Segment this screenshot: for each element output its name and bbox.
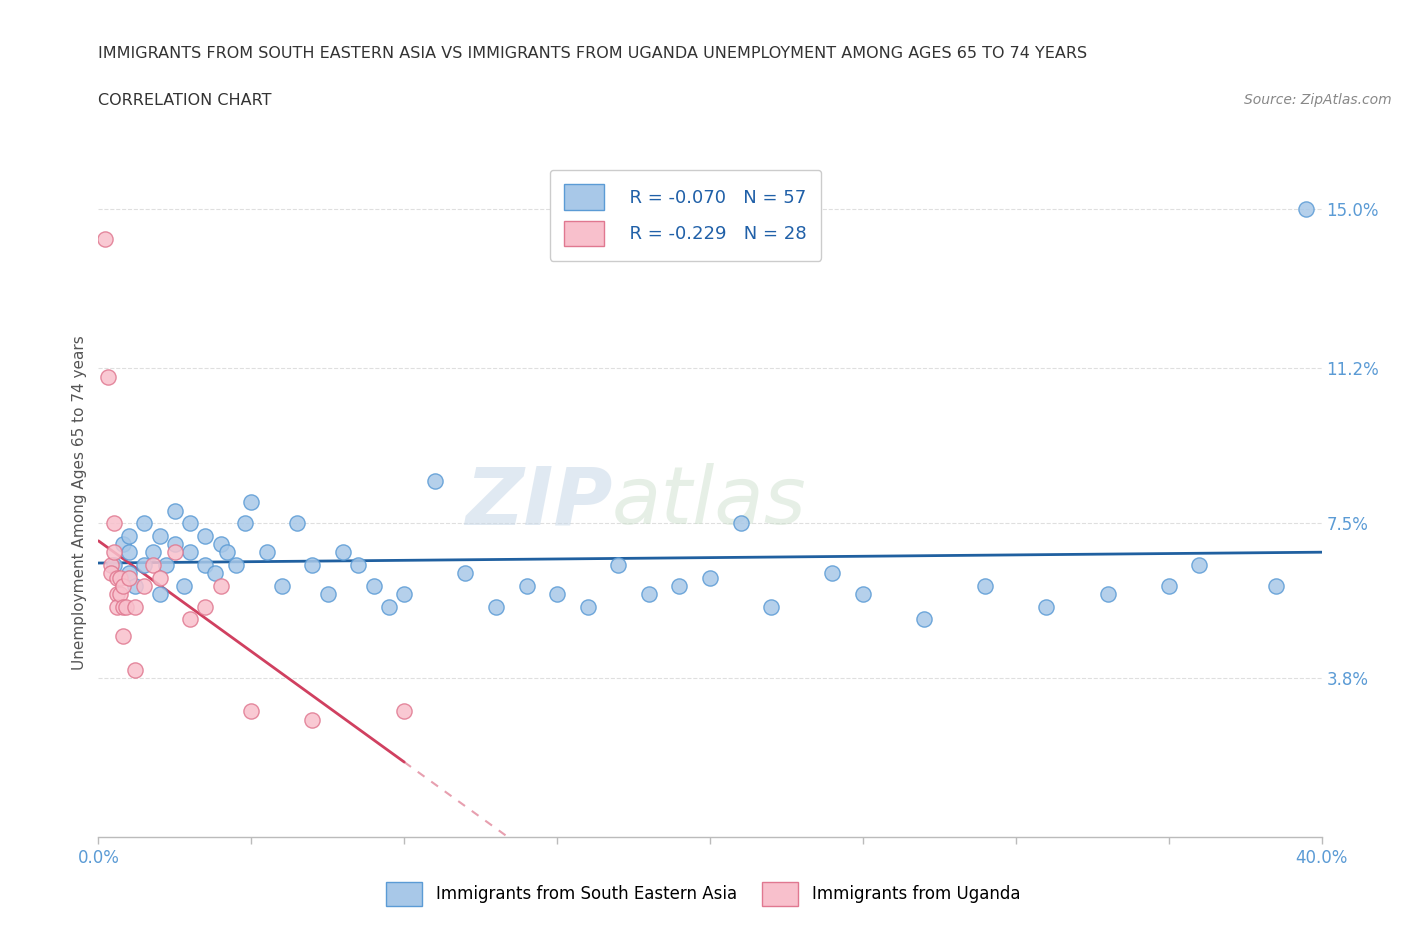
- Point: [332, 545, 354, 560]
- Point: [378, 600, 401, 615]
- Point: [454, 565, 477, 580]
- Point: [1035, 600, 1057, 615]
- Point: [204, 565, 226, 580]
- Y-axis label: Unemployment Among Ages 65 to 74 years: Unemployment Among Ages 65 to 74 years: [72, 335, 87, 670]
- Point: [392, 587, 416, 602]
- Point: [347, 558, 370, 573]
- Point: [516, 578, 538, 593]
- Point: [179, 612, 201, 627]
- Point: [1264, 578, 1286, 593]
- Point: [316, 587, 339, 602]
- Point: [233, 516, 256, 531]
- Point: [576, 600, 599, 615]
- Point: [225, 558, 247, 573]
- Point: [285, 516, 308, 531]
- Point: [270, 578, 292, 593]
- Point: [607, 558, 630, 573]
- Point: [134, 578, 156, 593]
- Point: [155, 558, 177, 573]
- Point: [163, 545, 186, 560]
- Point: [730, 516, 752, 531]
- Point: [118, 545, 141, 560]
- Point: [392, 704, 416, 719]
- Point: [124, 662, 146, 677]
- Point: [118, 570, 141, 585]
- Point: [179, 545, 201, 560]
- Point: [149, 570, 172, 585]
- Point: [240, 495, 263, 510]
- Point: [163, 537, 186, 551]
- Point: [142, 545, 165, 560]
- Point: [1295, 202, 1317, 217]
- Point: [103, 516, 125, 531]
- Point: [240, 704, 263, 719]
- Point: [111, 578, 134, 593]
- Point: [301, 558, 323, 573]
- Point: [118, 565, 141, 580]
- Text: IMMIGRANTS FROM SOUTH EASTERN ASIA VS IMMIGRANTS FROM UGANDA UNEMPLOYMENT AMONG : IMMIGRANTS FROM SOUTH EASTERN ASIA VS IM…: [98, 46, 1088, 61]
- Text: ZIP: ZIP: [465, 463, 612, 541]
- Point: [637, 587, 661, 602]
- Point: [105, 570, 128, 585]
- Point: [1157, 578, 1180, 593]
- Point: [111, 537, 134, 551]
- Point: [256, 545, 278, 560]
- Point: [142, 558, 165, 573]
- Text: Source: ZipAtlas.com: Source: ZipAtlas.com: [1244, 93, 1392, 107]
- Point: [194, 600, 217, 615]
- Text: atlas: atlas: [612, 463, 807, 541]
- Point: [852, 587, 875, 602]
- Point: [363, 578, 385, 593]
- Point: [194, 558, 217, 573]
- Point: [179, 516, 201, 531]
- Text: CORRELATION CHART: CORRELATION CHART: [98, 93, 271, 108]
- Point: [668, 578, 690, 593]
- Point: [149, 528, 172, 543]
- Point: [134, 516, 156, 531]
- Point: [149, 587, 172, 602]
- Point: [821, 565, 844, 580]
- Point: [118, 528, 141, 543]
- Point: [209, 537, 232, 551]
- Point: [108, 570, 131, 585]
- Point: [974, 578, 997, 593]
- Point: [105, 587, 128, 602]
- Legend:   R = -0.070   N = 57,   R = -0.229   N = 28: R = -0.070 N = 57, R = -0.229 N = 28: [550, 170, 821, 260]
- Point: [546, 587, 568, 602]
- Point: [100, 565, 122, 580]
- Point: [301, 712, 323, 727]
- Point: [124, 600, 146, 615]
- Point: [93, 232, 115, 246]
- Point: [912, 612, 935, 627]
- Legend: Immigrants from South Eastern Asia, Immigrants from Uganda: Immigrants from South Eastern Asia, Immi…: [380, 875, 1026, 912]
- Point: [1188, 558, 1211, 573]
- Point: [103, 558, 125, 573]
- Point: [134, 558, 156, 573]
- Point: [103, 545, 125, 560]
- Point: [100, 558, 122, 573]
- Point: [173, 578, 195, 593]
- Point: [423, 474, 446, 489]
- Point: [108, 587, 131, 602]
- Point: [759, 600, 782, 615]
- Point: [115, 600, 138, 615]
- Point: [209, 578, 232, 593]
- Point: [111, 600, 134, 615]
- Point: [97, 369, 120, 384]
- Point: [194, 528, 217, 543]
- Point: [1097, 587, 1119, 602]
- Point: [215, 545, 238, 560]
- Point: [699, 570, 721, 585]
- Point: [111, 629, 134, 644]
- Point: [124, 578, 146, 593]
- Point: [163, 503, 186, 518]
- Point: [485, 600, 508, 615]
- Point: [105, 600, 128, 615]
